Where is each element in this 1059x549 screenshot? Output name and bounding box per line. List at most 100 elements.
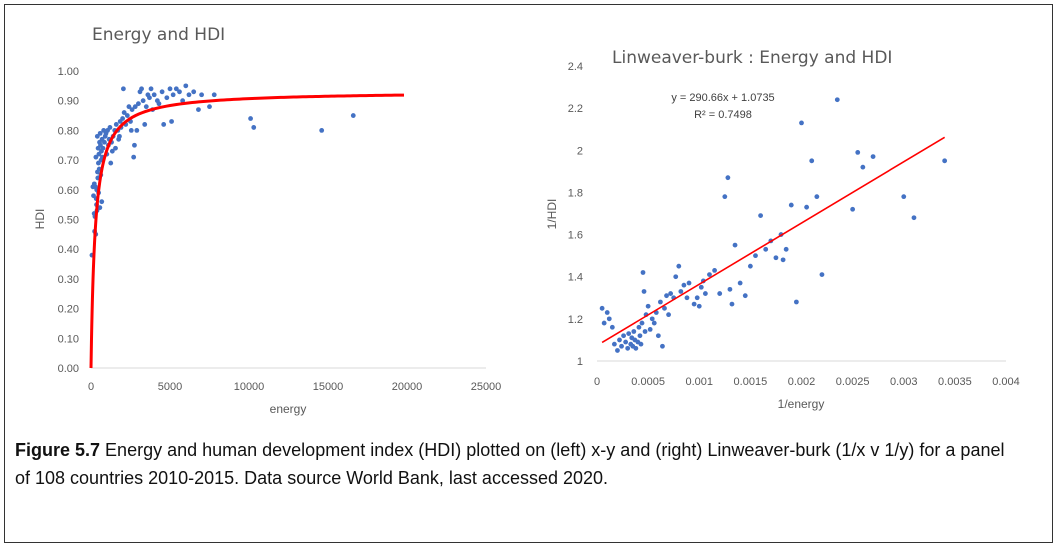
left-data-point [99,199,105,205]
left-data-point [108,160,114,166]
right-data-point [727,286,733,292]
right-data-point [747,263,753,269]
left-x-tick-labels: 0 5000 10000 15000 20000 25000 [88,381,501,393]
left-data-point [94,133,100,139]
left-data-point [109,148,115,154]
right-chart: Linweaver-burk : Energy and HDI 0 0.0005 0… [545,48,1020,411]
left-x-tick-label: 0 [88,381,94,393]
right-data-point [621,333,626,339]
left-data-point [100,145,106,151]
left-data-point [113,145,118,151]
left-data-point [129,107,135,113]
right-data-point [649,316,655,322]
right-data-point [606,316,612,322]
left-x-tick-label: 5000 [158,381,182,393]
right-x-tick-label: 0.0015 [734,376,768,388]
left-x-tick-label: 25000 [471,381,502,393]
right-x-axis-label: 1/energy [778,397,825,411]
left-data-point [143,104,149,110]
left-y-tick-label: 0.20 [58,304,79,316]
right-chart-title: Linweaver-burk : Energy and HDI [612,48,892,68]
right-data-point [641,289,647,294]
left-data-point [97,130,103,136]
left-data-point [167,86,173,92]
left-data-point [319,127,325,133]
right-data-point [911,215,917,221]
left-data-point [132,104,138,110]
right-data-point [850,206,856,212]
right-y-tick-label: 1.8 [568,187,583,199]
left-data-point [120,116,125,121]
left-data-point [97,205,103,211]
right-x-tick-label: 0.004 [992,376,1020,388]
right-data-point [662,305,667,311]
left-data-point [159,89,165,95]
left-chart: Energy and HDI 0 5000 10000 15000 20000 25000… [33,25,501,416]
right-x-tick-label: 0 [594,376,600,388]
right-y-tick-label: 1.6 [568,230,583,242]
left-y-tick-label: 1.00 [58,66,79,78]
left-data-point [124,113,130,118]
right-data-point [625,345,631,351]
right-y-tick-label: 1 [577,356,583,368]
left-data-point [177,89,182,95]
right-x-tick-label: 0.0025 [836,376,870,388]
right-data-point [642,329,648,334]
right-data-point [647,326,653,332]
left-data-point [350,113,356,118]
right-data-point [640,270,646,275]
left-data-point [161,122,167,127]
right-data-point [599,305,605,311]
right-x-tick-label: 0.003 [890,376,918,388]
left-data-point [248,116,253,121]
left-data-point [173,86,179,92]
left-x-tick-label: 15000 [313,381,344,393]
right-y-tick-labels: 1 1.2 1.4 1.6 1.8 2 2.2 2.4 [568,61,583,368]
right-y-tick-label: 1.4 [568,272,583,284]
right-x-tick-label: 0.0005 [631,376,665,388]
right-data-point [753,253,758,259]
left-x-tick-label: 10000 [234,381,265,393]
left-data-point [191,89,197,95]
left-data-point [107,125,113,130]
right-x-tick-labels: 0 0.0005 0.001 0.0015 0.002 0.0025 0.003 0.0035… [594,376,1020,388]
left-data-point [148,86,154,92]
right-x-tick-label: 0.0035 [938,376,972,388]
left-y-tick-label: 0.60 [58,185,79,197]
trendline-r-squared: R² = 0.7498 [694,109,752,121]
right-data-point [673,274,679,280]
right-data-point [631,329,637,334]
right-data-point [611,341,617,347]
right-data-point [793,299,799,305]
right-data-point [651,320,657,326]
left-data-point [196,107,201,113]
right-x-tick-label: 0.001 [685,376,713,388]
right-data-point [633,345,639,351]
right-data-point [780,257,786,263]
left-data-point [134,127,140,133]
left-y-tick-label: 0.50 [58,215,79,227]
left-data-point [140,98,146,104]
right-data-point [638,341,644,347]
left-chart-title: Energy and HDI [92,25,225,45]
right-data-point [758,213,763,219]
right-data-point [694,295,700,301]
right-data-point [855,149,861,155]
right-data-point [609,324,615,330]
right-y-tick-label: 1.2 [568,314,583,326]
right-data-point [834,97,840,103]
figure-caption-text: Energy and human development index (HDI)… [15,440,1005,488]
right-data-point [681,282,687,288]
right-x-tick-label: 0.002 [788,376,816,388]
right-data-point [668,291,674,296]
left-fit-curve [89,93,405,369]
left-data-point [170,92,176,98]
left-data-point [186,92,192,98]
left-y-tick-label: 0.90 [58,96,79,108]
right-data-point [645,303,651,309]
right-data-point [732,242,738,248]
right-data-point [773,255,779,261]
right-data-point [698,284,704,290]
right-data-point [819,272,825,278]
right-data-point [804,204,810,210]
